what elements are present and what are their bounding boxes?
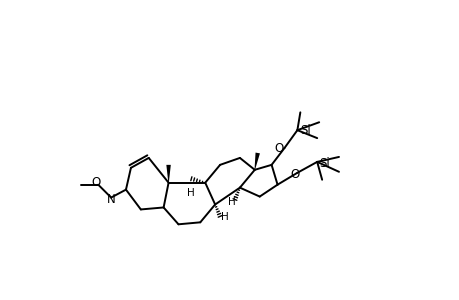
Polygon shape bbox=[166, 165, 170, 183]
Text: H: H bbox=[187, 188, 195, 198]
Text: Si: Si bbox=[319, 158, 330, 170]
Text: Si: Si bbox=[299, 124, 310, 137]
Polygon shape bbox=[254, 153, 259, 170]
Text: O: O bbox=[273, 142, 283, 154]
Text: H: H bbox=[228, 196, 235, 206]
Text: H: H bbox=[221, 212, 229, 222]
Text: O: O bbox=[290, 168, 299, 181]
Text: O: O bbox=[91, 176, 101, 189]
Text: N: N bbox=[106, 193, 115, 206]
